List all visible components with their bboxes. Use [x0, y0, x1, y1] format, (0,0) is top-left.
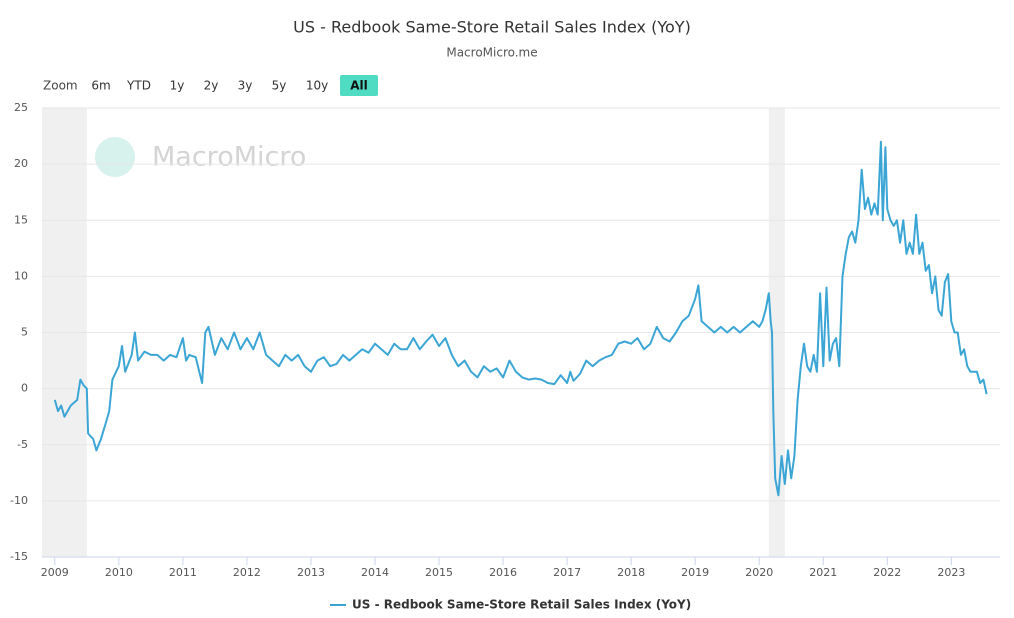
range-button[interactable]: 10y — [306, 79, 328, 93]
range-button[interactable]: 6m — [91, 79, 110, 93]
x-tick-label: 2019 — [681, 566, 709, 579]
series-line — [53, 140, 988, 497]
x-tick-label: 2012 — [233, 566, 261, 579]
y-tick-label: -5 — [17, 438, 28, 451]
range-button[interactable]: YTD — [126, 79, 151, 93]
y-tick-label: 10 — [14, 269, 28, 282]
x-tick-label: 2021 — [809, 566, 837, 579]
x-tick-label: 2015 — [425, 566, 453, 579]
x-tick-label: 2016 — [489, 566, 517, 579]
x-tick-label: 2010 — [105, 566, 133, 579]
y-tick-label: 20 — [14, 157, 28, 170]
range-button[interactable]: All — [350, 79, 368, 93]
y-tick-label: -15 — [10, 550, 28, 563]
x-tick-label: 2023 — [937, 566, 965, 579]
x-tick-label: 2020 — [745, 566, 773, 579]
y-tick-label: -10 — [10, 494, 28, 507]
x-tick-label: 2009 — [41, 566, 69, 579]
y-tick-label: 0 — [21, 382, 28, 395]
y-tick-label: 15 — [14, 213, 28, 226]
range-button[interactable]: 5y — [272, 79, 287, 93]
range-button[interactable]: 1y — [170, 79, 185, 93]
range-button[interactable]: 3y — [238, 79, 253, 93]
watermark: MacroMicro — [95, 137, 306, 177]
x-tick-label: 2014 — [361, 566, 389, 579]
x-tick-label: 2018 — [617, 566, 645, 579]
chart-subtitle: MacroMicro.me — [446, 46, 537, 60]
x-tick-label: 2013 — [297, 566, 325, 579]
range-button-bg[interactable] — [340, 75, 378, 96]
watermark-text: MacroMicro — [152, 142, 306, 173]
chart-title: US - Redbook Same-Store Retail Sales Ind… — [293, 18, 691, 37]
x-tick-label: 2022 — [873, 566, 901, 579]
x-tick-label: 2011 — [169, 566, 197, 579]
y-tick-label: 25 — [14, 101, 28, 114]
legend-label[interactable]: US - Redbook Same-Store Retail Sales Ind… — [352, 598, 691, 612]
range-button[interactable]: 2y — [204, 79, 219, 93]
x-tick-label: 2017 — [553, 566, 581, 579]
zoom-label: Zoom — [43, 79, 78, 93]
y-tick-label: 5 — [21, 326, 28, 339]
